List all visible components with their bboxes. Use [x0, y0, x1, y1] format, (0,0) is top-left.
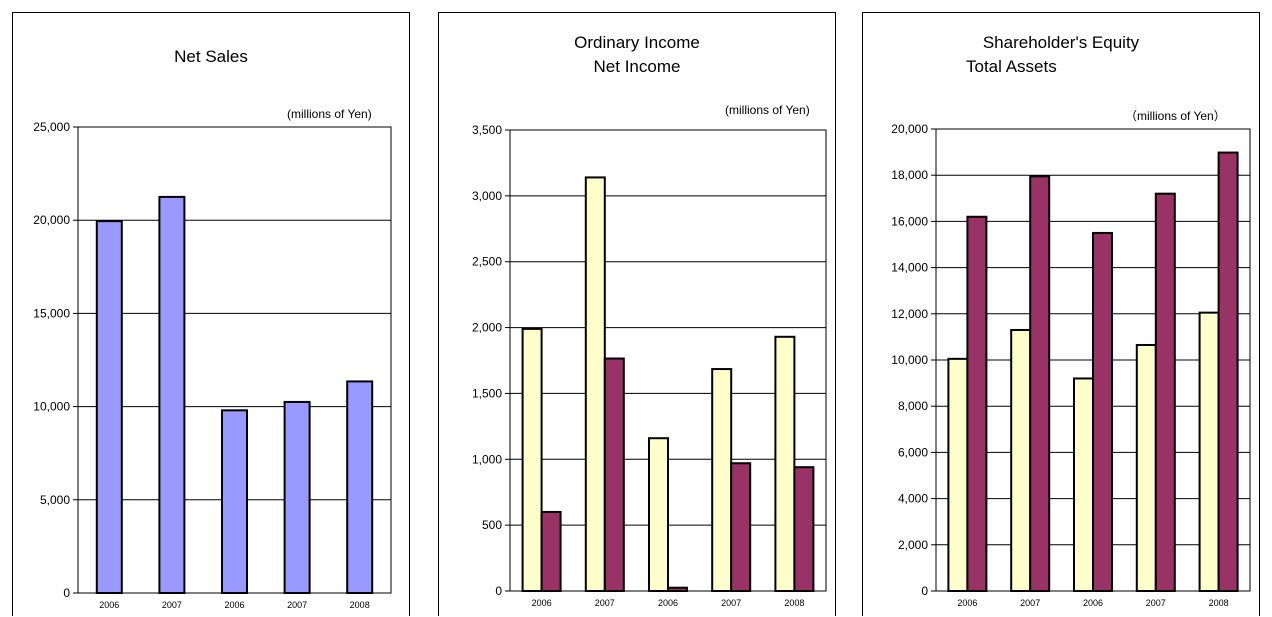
x-tick-label: 2006: [658, 598, 678, 608]
y-tick-label: 0: [921, 584, 928, 598]
x-tick-label: 2006: [1083, 598, 1103, 608]
unit-label: (millions of Yen): [725, 103, 810, 117]
bar: [1073, 377, 1094, 593]
x-tick-label: 2008: [784, 598, 804, 608]
y-tick-label: 6,000: [898, 445, 928, 459]
chart-title-line-1: Shareholder's Equity: [982, 33, 1140, 52]
y-tick-label: 16,000: [891, 214, 928, 228]
chart-title-line-2: Total Assets: [966, 57, 1057, 76]
y-tick-label: 0: [63, 586, 70, 600]
y-tick-label: 14,000: [891, 261, 928, 275]
y-tick-label: 12,000: [891, 307, 928, 321]
y-tick-label: 2,000: [898, 538, 928, 552]
bar: [603, 357, 625, 592]
bar: [221, 409, 248, 594]
bar: [1010, 328, 1032, 592]
y-tick-label: 4,000: [898, 492, 928, 506]
bar: [774, 335, 796, 593]
bar: [540, 510, 562, 593]
bar: [1217, 151, 1239, 592]
y-tick-label: 2,000: [472, 321, 502, 335]
x-tick-label: 2006: [532, 598, 552, 608]
x-tick-label: 2007: [595, 598, 615, 608]
x-tick-label: 2007: [1146, 598, 1166, 608]
bar: [521, 327, 543, 592]
bar: [648, 437, 669, 592]
y-tick-label: 18,000: [891, 168, 928, 182]
y-tick-label: 20,000: [33, 213, 70, 227]
bar: [1092, 231, 1113, 592]
chart-title-line-2: Net Income: [593, 57, 681, 76]
y-tick-label: 3,500: [472, 123, 502, 137]
y-tick-label: 0: [495, 584, 502, 598]
bar: [1198, 311, 1220, 592]
x-tick-label: 2007: [287, 600, 307, 610]
unit-label: （millions of Yen）: [1125, 109, 1226, 123]
y-tick-label: 5,000: [40, 493, 70, 507]
bar: [1135, 343, 1157, 592]
y-tick-label: 15,000: [33, 306, 70, 320]
x-tick-label: 2006: [957, 598, 977, 608]
x-tick-label: 2007: [721, 598, 741, 608]
x-tick-label: 2007: [1020, 598, 1040, 608]
bar: [346, 380, 374, 594]
x-tick-label: 2007: [162, 600, 182, 610]
equity-assets-panel: Shareholder's Equity Total Assets （milli…: [862, 12, 1260, 616]
income-chart: 0 500 1,000 1,500 2,000 2,500 3,000 3,500 2006 20…: [472, 123, 827, 608]
bar: [158, 195, 186, 594]
x-tick-label: 2006: [224, 600, 244, 610]
y-tick-label: 10,000: [33, 400, 70, 414]
equity-assets-chart: 0 2,000 4,000 6,000 8,000 10,000 12,000 14,000 1…: [891, 122, 1251, 608]
bar: [730, 462, 752, 593]
y-tick-label: 1,000: [472, 452, 502, 466]
x-tick-label: 2008: [1209, 598, 1229, 608]
bar: [711, 368, 733, 592]
bar: [947, 357, 969, 592]
y-tick-label: 500: [482, 518, 502, 532]
y-tick-label: 25,000: [33, 120, 70, 134]
net-sales-chart: 0 5,000 10,000 15,000 20,000 25,000 2006 2007 20…: [33, 120, 392, 610]
y-tick-label: 1,500: [472, 386, 502, 400]
y-tick-label: 3,000: [472, 189, 502, 203]
bar: [283, 400, 311, 594]
bar: [584, 176, 606, 592]
bar: [1029, 175, 1051, 592]
x-tick-label: 2006: [99, 600, 119, 610]
bar: [95, 220, 123, 595]
chart-title: Net Sales: [174, 47, 248, 66]
bar: [1154, 192, 1176, 592]
bar: [667, 586, 688, 593]
bar: [793, 466, 815, 592]
net-sales-panel: Net Sales (millions of Yen) 0 5,000 10,000…: [12, 12, 410, 616]
x-tick-label: 2008: [350, 600, 370, 610]
y-tick-label: 8,000: [898, 399, 928, 413]
y-tick-label: 2,500: [472, 255, 502, 269]
unit-label: (millions of Yen): [287, 107, 372, 121]
y-tick-label: 20,000: [891, 122, 928, 136]
bar: [966, 215, 988, 592]
chart-title-line-1: Ordinary Income: [574, 33, 700, 52]
income-panel: Ordinary Income Net Income (millions of …: [438, 12, 836, 616]
y-tick-label: 10,000: [891, 353, 928, 367]
